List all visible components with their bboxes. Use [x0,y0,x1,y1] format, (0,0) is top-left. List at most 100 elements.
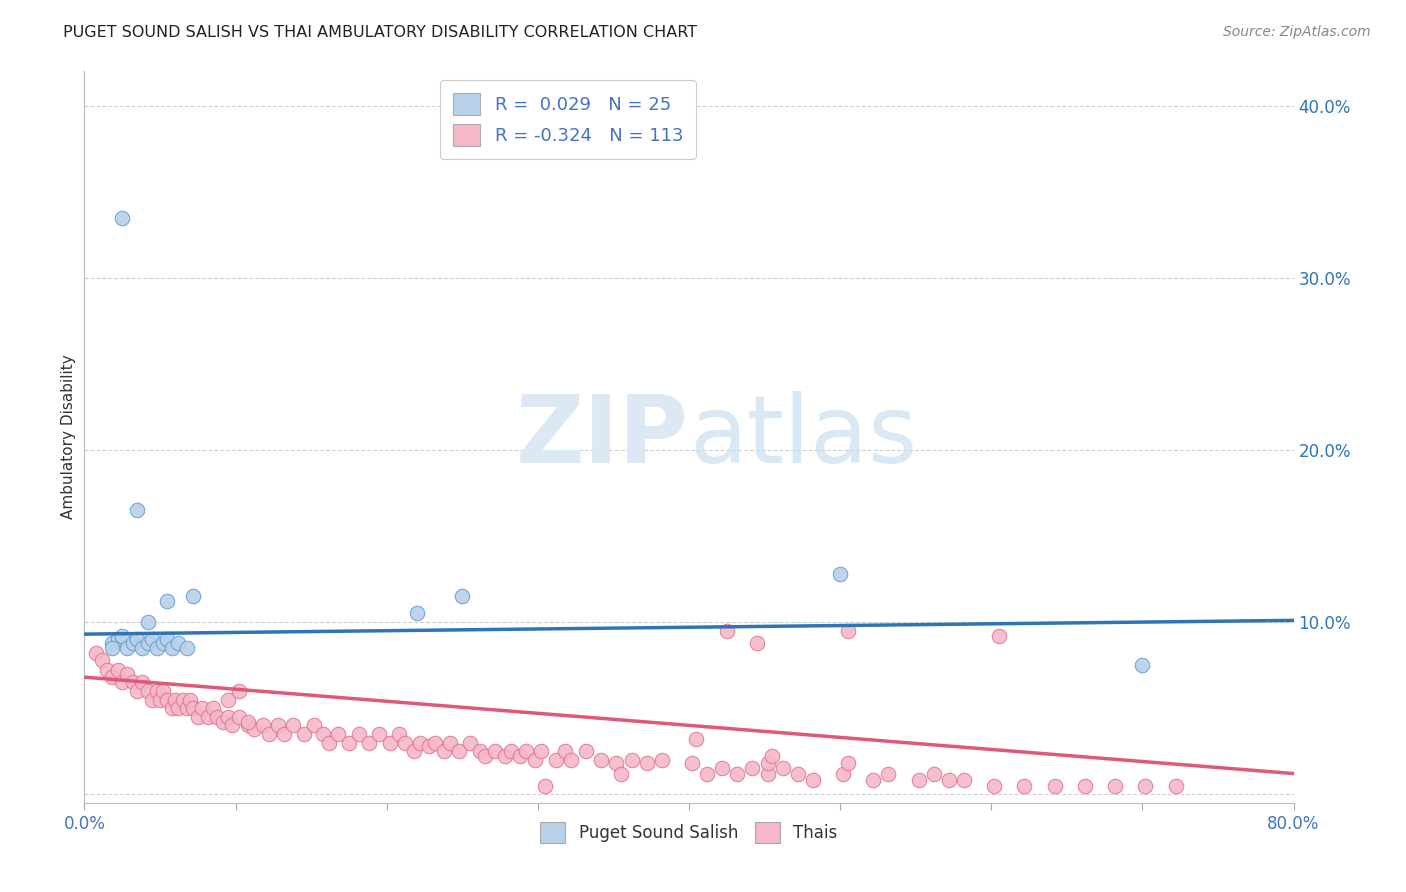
Point [96,663,118,677]
Point [236,718,259,732]
Point [832,766,855,780]
Point [111,629,134,643]
Point [292,727,315,741]
Point [111,211,134,225]
Point [1130,658,1153,673]
Point [499,744,522,758]
Point [252,718,274,732]
Point [217,710,239,724]
Point [433,744,456,758]
Text: PUGET SOUND SALISH VS THAI AMBULATORY DISABILITY CORRELATION CHART: PUGET SOUND SALISH VS THAI AMBULATORY DI… [63,25,697,40]
Point [620,753,643,767]
Text: Source: ZipAtlas.com: Source: ZipAtlas.com [1223,25,1371,39]
Point [172,692,194,706]
Point [484,744,506,758]
Point [938,773,960,788]
Point [418,739,440,753]
Point [741,761,763,775]
Point [1135,779,1157,793]
Point [236,714,259,729]
Point [181,701,204,715]
Point [131,640,153,655]
Point [86,646,108,660]
Point [127,684,149,698]
Point [786,766,808,780]
Point [772,761,794,775]
Point [221,718,243,732]
Point [312,727,335,741]
Point [423,735,446,749]
Point [111,675,134,690]
Point [711,761,734,775]
Point [267,718,290,732]
Point [156,692,179,706]
Point [394,735,416,749]
Point [1104,779,1126,793]
Point [605,756,627,771]
Point [167,636,190,650]
Point [228,710,250,724]
Point [160,701,183,715]
Point [509,749,531,764]
Point [176,701,198,715]
Point [725,766,748,780]
Point [388,727,411,741]
Point [451,589,474,603]
Point [328,727,350,741]
Point [474,749,496,764]
Point [761,749,783,764]
Point [167,701,190,715]
Point [830,566,852,581]
Text: ZIP: ZIP [516,391,689,483]
Point [575,744,598,758]
Point [242,722,264,736]
Point [560,753,582,767]
Point [696,766,718,780]
Point [197,710,219,724]
Point [862,773,884,788]
Legend: Puget Sound Salish, Thais: Puget Sound Salish, Thais [534,815,844,849]
Point [439,735,461,749]
Point [530,744,553,758]
Point [121,675,143,690]
Point [201,701,224,715]
Point [470,744,492,758]
Point [176,640,198,655]
Point [449,744,471,758]
Point [1014,779,1036,793]
Point [131,675,153,690]
Point [152,636,174,650]
Point [115,666,138,681]
Point [1164,779,1187,793]
Point [146,640,169,655]
Point [160,640,183,655]
Point [1043,779,1066,793]
Point [141,632,163,647]
Point [523,753,546,767]
Point [207,710,229,724]
Point [156,632,179,647]
Point [127,632,149,647]
Point [337,735,360,749]
Point [591,753,613,767]
Point [121,636,143,650]
Point [402,744,425,758]
Point [987,629,1010,643]
Point [636,756,658,771]
Point [610,766,633,780]
Point [406,607,429,621]
Point [745,636,768,650]
Point [302,718,325,732]
Point [554,744,576,758]
Text: atlas: atlas [689,391,917,483]
Point [136,615,159,629]
Point [273,727,295,741]
Point [681,756,703,771]
Point [716,624,738,638]
Point [107,663,129,677]
Point [146,684,169,698]
Point [837,624,859,638]
Point [368,727,391,741]
Point [136,684,159,698]
Point [494,749,516,764]
